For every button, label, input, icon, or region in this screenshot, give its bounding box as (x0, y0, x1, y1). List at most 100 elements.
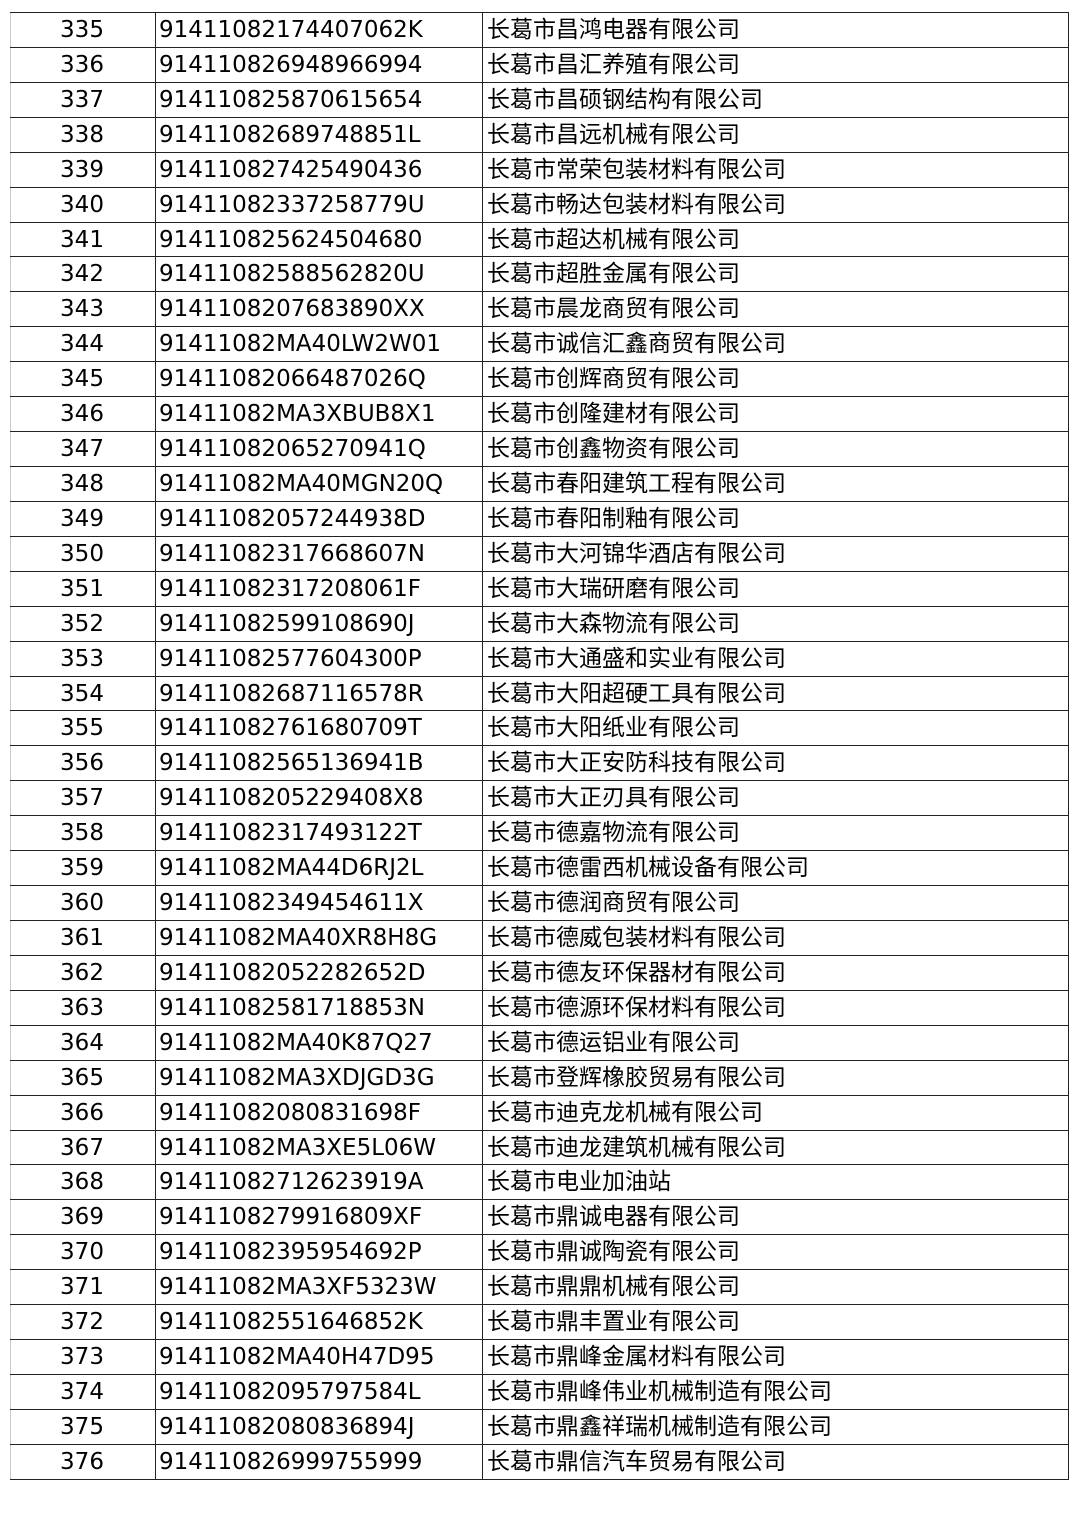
row-number: 370 (10, 1235, 155, 1270)
table-row: 362 91411082052282652D 长葛市德友环保器材有限公司 (10, 954, 1069, 990)
table-row: 354 91411082687116578R 长葛市大阳超硬工具有限公司 (10, 675, 1069, 711)
credit-code: 91411082349454611X (155, 886, 482, 920)
credit-code: 91411082577604300P (155, 641, 482, 676)
company-name: 长葛市昌远机械有限公司 (482, 117, 1069, 152)
company-name: 长葛市畅达包装材料有限公司 (482, 187, 1069, 222)
credit-code: 91411082395954692P (155, 1235, 482, 1270)
credit-code: 91411082095797584L (155, 1374, 482, 1409)
row-number: 365 (10, 1060, 155, 1095)
company-name: 长葛市迪龙建筑机械有限公司 (482, 1130, 1069, 1165)
credit-code: 91411082581718853N (155, 990, 482, 1025)
company-name: 长葛市超胜金属有限公司 (482, 257, 1069, 292)
row-number: 348 (10, 466, 155, 501)
credit-code: 91411082599108690J (155, 606, 482, 641)
row-number: 351 (10, 571, 155, 606)
company-name: 长葛市大正安防科技有限公司 (482, 746, 1069, 781)
table-row: 345 91411082066487026Q 长葛市创辉商贸有限公司 (10, 361, 1069, 397)
table-row: 341 914110825624504680 长葛市超达机械有限公司 (10, 221, 1069, 257)
company-name: 长葛市鼎鑫祥瑞机械制造有限公司 (482, 1409, 1069, 1444)
table-row: 364 91411082MA40K87Q27 长葛市德运铝业有限公司 (10, 1024, 1069, 1060)
table-row: 336 914110826948966994 长葛市昌汇养殖有限公司 (10, 46, 1069, 82)
row-number: 354 (10, 676, 155, 711)
credit-code: 914110826948966994 (155, 47, 482, 82)
table-row: 335 91411082174407062K 长葛市昌鸿电器有限公司 (10, 12, 1069, 47)
row-number: 353 (10, 641, 155, 676)
table-row: 361 91411082MA40XR8H8G 长葛市德威包装材料有限公司 (10, 919, 1069, 955)
company-name: 长葛市德友环保器材有限公司 (482, 955, 1069, 990)
table-row: 342 91411082588562820U 长葛市超胜金属有限公司 (10, 256, 1069, 292)
credit-code: 91411082057244938D (155, 501, 482, 536)
company-name: 长葛市德雷西机械设备有限公司 (482, 851, 1069, 886)
table-row: 370 91411082395954692P 长葛市鼎诚陶瓷有限公司 (10, 1234, 1069, 1270)
credit-code: 91411082MA3XBUB8X1 (155, 397, 482, 432)
company-name: 长葛市春阳制釉有限公司 (482, 501, 1069, 536)
table-row: 367 91411082MA3XE5L06W 长葛市迪龙建筑机械有限公司 (10, 1129, 1069, 1165)
company-name: 长葛市大瑞研磨有限公司 (482, 571, 1069, 606)
row-number: 376 (10, 1444, 155, 1479)
company-name: 长葛市大正刃具有限公司 (482, 781, 1069, 816)
company-name: 长葛市昌鸿电器有限公司 (482, 13, 1069, 47)
company-name: 长葛市德润商贸有限公司 (482, 886, 1069, 920)
row-number: 375 (10, 1409, 155, 1444)
table-row: 369 9141108279916809XF 长葛市鼎诚电器有限公司 (10, 1199, 1069, 1235)
company-name: 长葛市昌硕钢结构有限公司 (482, 82, 1069, 117)
table-row: 348 91411082MA40MGN20Q 长葛市春阳建筑工程有限公司 (10, 465, 1069, 501)
credit-code: 91411082MA3XF5323W (155, 1270, 482, 1305)
credit-code: 91411082174407062K (155, 13, 482, 47)
row-number: 366 (10, 1095, 155, 1130)
credit-code: 91411082052282652D (155, 955, 482, 990)
row-number: 347 (10, 432, 155, 466)
credit-code: 914110825624504680 (155, 222, 482, 257)
table-row: 349 91411082057244938D 长葛市春阳制釉有限公司 (10, 500, 1069, 536)
row-number: 364 (10, 1025, 155, 1060)
row-number: 367 (10, 1130, 155, 1165)
row-number: 350 (10, 536, 155, 571)
table-row: 346 91411082MA3XBUB8X1 长葛市创隆建材有限公司 (10, 396, 1069, 432)
credit-code: 91411082MA3XDJGD3G (155, 1060, 482, 1095)
company-name: 长葛市迪克龙机械有限公司 (482, 1095, 1069, 1130)
company-name: 长葛市鼎鼎机械有限公司 (482, 1270, 1069, 1305)
row-number: 369 (10, 1200, 155, 1235)
table-row: 358 91411082317493122T 长葛市德嘉物流有限公司 (10, 815, 1069, 851)
company-name: 长葛市昌汇养殖有限公司 (482, 47, 1069, 82)
table-row: 365 91411082MA3XDJGD3G 长葛市登辉橡胶贸易有限公司 (10, 1059, 1069, 1095)
table-row: 363 91411082581718853N 长葛市德源环保材料有限公司 (10, 989, 1069, 1025)
credit-code: 91411082066487026Q (155, 362, 482, 397)
table-row: 375 91411082080836894J 长葛市鼎鑫祥瑞机械制造有限公司 (10, 1408, 1069, 1444)
table-row: 337 914110825870615654 长葛市昌硕钢结构有限公司 (10, 81, 1069, 117)
credit-code: 91411082317493122T (155, 816, 482, 851)
table-row: 351 91411082317208061F 长葛市大瑞研磨有限公司 (10, 570, 1069, 606)
table-row: 366 91411082080831698F 长葛市迪克龙机械有限公司 (10, 1094, 1069, 1130)
credit-code: 91411082MA40MGN20Q (155, 466, 482, 501)
row-number: 356 (10, 746, 155, 781)
company-name: 长葛市大森物流有限公司 (482, 606, 1069, 641)
table-row: 350 91411082317668607N 长葛市大河锦华酒店有限公司 (10, 535, 1069, 571)
row-number: 349 (10, 501, 155, 536)
credit-code: 914110826999755999 (155, 1444, 482, 1479)
credit-code: 91411082MA44D6RJ2L (155, 851, 482, 886)
credit-code: 91411082337258779U (155, 187, 482, 222)
row-number: 337 (10, 82, 155, 117)
row-number: 346 (10, 397, 155, 432)
company-name: 长葛市创隆建材有限公司 (482, 397, 1069, 432)
credit-code: 914110827425490436 (155, 152, 482, 187)
table-row: 373 91411082MA40H47D95 长葛市鼎峰金属材料有限公司 (10, 1339, 1069, 1374)
company-name: 长葛市电业加油站 (482, 1165, 1069, 1200)
table-row: 372 91411082551646852K 长葛市鼎丰置业有限公司 (10, 1304, 1069, 1340)
row-number: 355 (10, 711, 155, 746)
row-number: 374 (10, 1374, 155, 1409)
credit-code: 91411082317668607N (155, 536, 482, 571)
table-row: 376 914110826999755999 长葛市鼎信汽车贸易有限公司 (10, 1443, 1069, 1479)
company-name: 长葛市晨龙商贸有限公司 (482, 292, 1069, 327)
credit-code: 91411082080836894J (155, 1409, 482, 1444)
company-name: 长葛市大阳超硬工具有限公司 (482, 676, 1069, 711)
credit-code: 91411082MA40LW2W01 (155, 327, 482, 362)
company-name: 长葛市登辉橡胶贸易有限公司 (482, 1060, 1069, 1095)
credit-code: 91411082551646852K (155, 1305, 482, 1340)
row-number: 363 (10, 990, 155, 1025)
row-number: 343 (10, 292, 155, 327)
credit-code: 91411082065270941Q (155, 432, 482, 466)
row-number: 340 (10, 187, 155, 222)
table-row: 356 91411082565136941B 长葛市大正安防科技有限公司 (10, 745, 1069, 781)
